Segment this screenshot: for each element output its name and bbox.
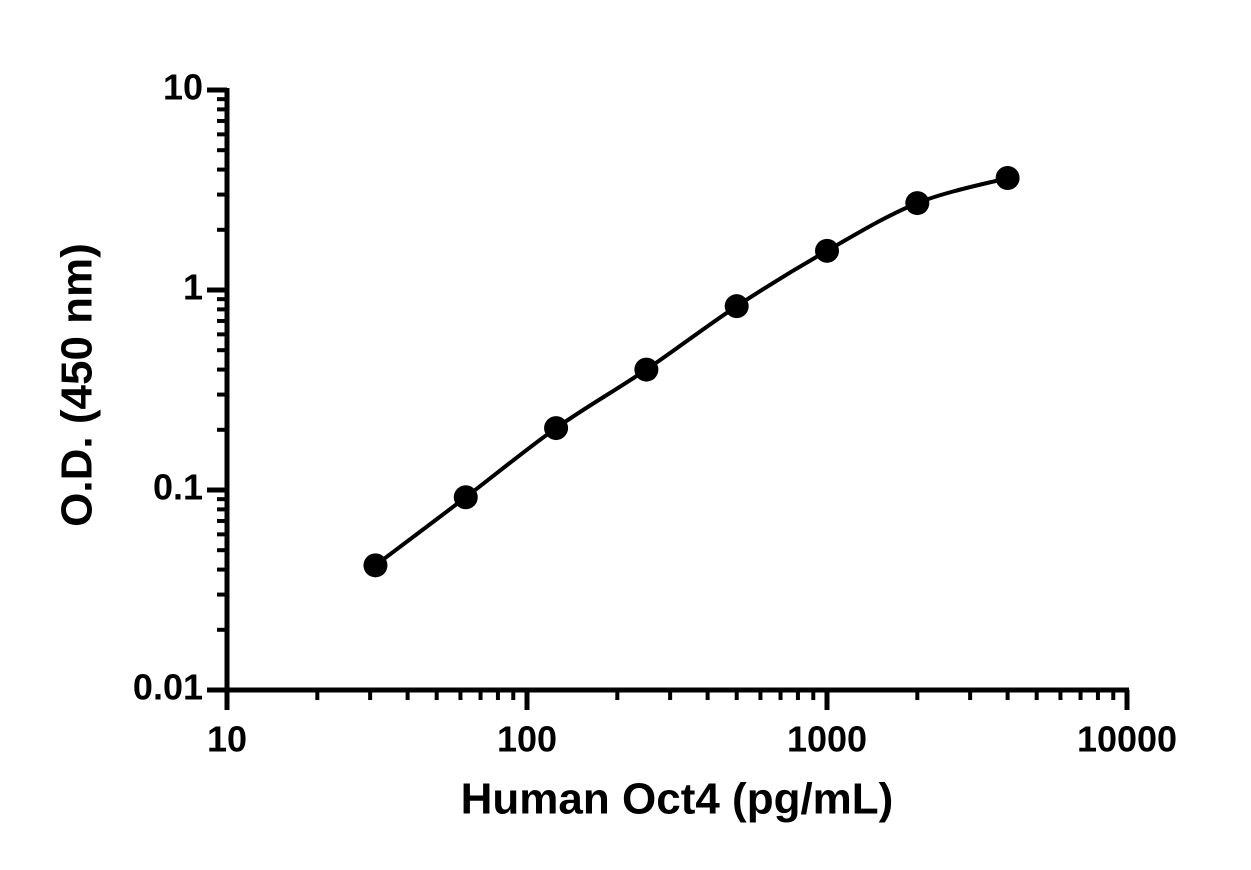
data-point — [634, 357, 659, 382]
x-tick-label: 1000 — [787, 719, 867, 760]
x-tick-label: 100 — [497, 719, 557, 760]
x-axis-title: Human Oct4 (pg/mL) — [461, 775, 894, 824]
y-tick-label: 10 — [163, 67, 203, 108]
data-point — [724, 294, 749, 319]
x-tick-label: 10000 — [1077, 719, 1177, 760]
data-point — [453, 485, 478, 510]
y-tick-label: 1 — [183, 267, 203, 308]
data-point — [815, 238, 839, 263]
y-tick-label: 0.01 — [133, 667, 203, 708]
data-point — [544, 416, 569, 441]
data-point — [995, 166, 1020, 191]
y-tick-label: 0.1 — [153, 467, 203, 508]
data-point — [905, 191, 930, 216]
x-tick-label: 10 — [207, 719, 247, 760]
data-point — [363, 553, 388, 578]
y-axis-title: O.D. (450 nm) — [53, 243, 102, 527]
